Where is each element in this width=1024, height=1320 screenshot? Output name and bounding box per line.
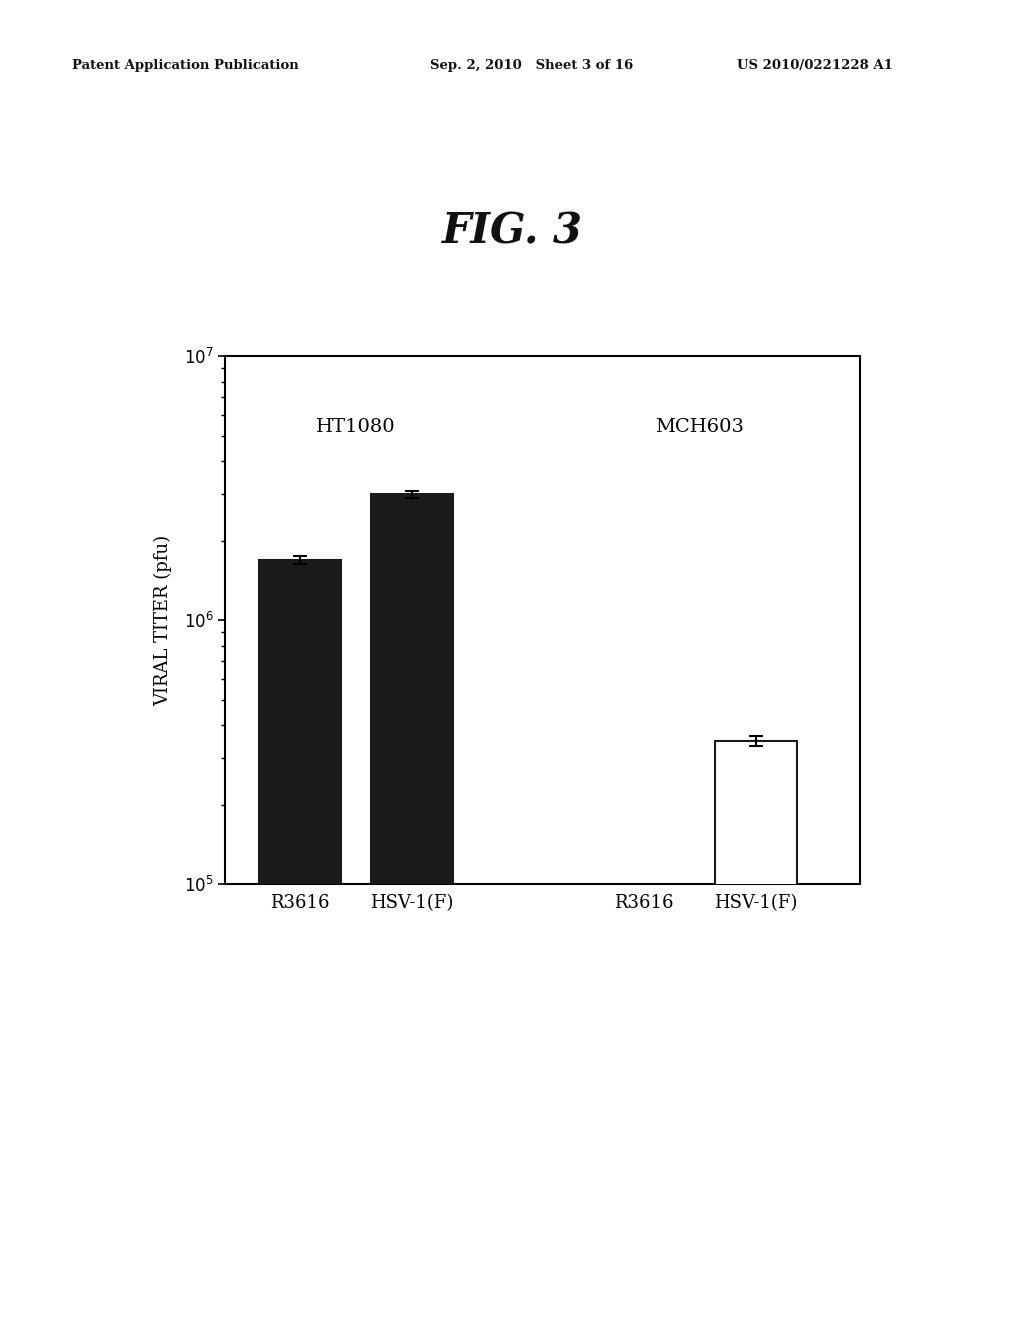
- Bar: [715, 741, 797, 1320]
- Bar: [371, 495, 453, 1320]
- Bar: [602, 940, 685, 1320]
- Text: MCH603: MCH603: [655, 418, 744, 436]
- Y-axis label: VIRAL TITER (pfu): VIRAL TITER (pfu): [155, 535, 172, 706]
- Text: US 2010/0221228 A1: US 2010/0221228 A1: [737, 59, 893, 73]
- Text: Patent Application Publication: Patent Application Publication: [72, 59, 298, 73]
- Bar: [259, 560, 341, 1320]
- Text: FIG. 3: FIG. 3: [441, 210, 583, 252]
- Text: HT1080: HT1080: [316, 418, 396, 436]
- Text: Sep. 2, 2010   Sheet 3 of 16: Sep. 2, 2010 Sheet 3 of 16: [430, 59, 633, 73]
